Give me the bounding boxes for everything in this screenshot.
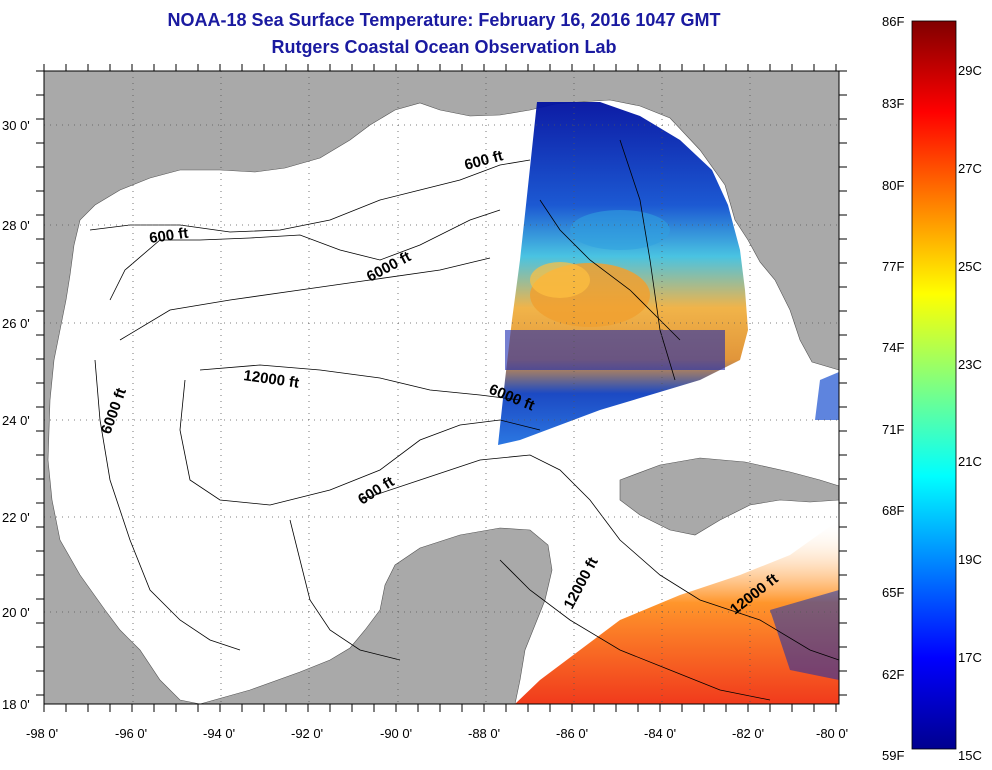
tick-marks [36,64,847,712]
y-tick-label: 22 0' [2,510,30,525]
land-masses [43,70,840,705]
map-subtitle: Rutgers Coastal Ocean Observation Lab [271,37,617,57]
colorbar-c-label: 23C [958,357,982,372]
y-axis-labels: 30 0' 28 0' 26 0' 24 0' 22 0' 20 0' 18 0… [2,118,30,712]
colorbar-f-label: 74F [882,340,904,355]
x-tick-label: -98 0' [26,726,58,741]
x-axis-labels: -98 0' -96 0' -94 0' -92 0' -90 0' -88 0… [26,726,848,741]
contour-label-2: 600 ft [148,225,189,247]
colorbar-c-label: 19C [958,552,982,567]
y-tick-label: 30 0' [2,118,30,133]
colorbar-c-label: 25C [958,259,982,274]
x-tick-label: -90 0' [380,726,412,741]
colorbar-f-label: 68F [882,503,904,518]
x-tick-label: -84 0' [644,726,676,741]
colorbar-f-label: 80F [882,178,904,193]
y-tick-label: 20 0' [2,605,30,620]
x-tick-label: -86 0' [556,726,588,741]
map-frame [43,70,840,705]
x-tick-label: -82 0' [732,726,764,741]
map-title: NOAA-18 Sea Surface Temperature: Februar… [167,10,721,30]
colorbar-c-label: 15C [958,748,982,763]
colorbar-f-label: 71F [882,422,904,437]
bathymetry-contours [89,139,840,701]
colorbar-gradient [911,20,957,750]
land-cuba [619,457,840,536]
x-tick-label: -96 0' [115,726,147,741]
colorbar-f-label: 77F [882,259,904,274]
colorbar-f-label: 65F [882,585,904,600]
colorbar-c-label: 27C [958,161,982,176]
sst-swath-gulf [498,102,748,445]
y-tick-label: 28 0' [2,218,30,233]
x-tick-label: -92 0' [291,726,323,741]
colorbar-c-label: 29C [958,63,982,78]
colorbar-f-label: 86F [882,14,904,29]
land-yucatan [199,527,553,705]
y-tick-label: 18 0' [2,697,30,712]
colorbar-f-label: 59F [882,748,904,763]
y-tick-label: 26 0' [2,316,30,331]
colorbar-f-label: 83F [882,96,904,111]
x-tick-label: -80 0' [816,726,848,741]
land-north-america [43,70,840,705]
colorbar-f-label: 62F [882,667,904,682]
x-tick-label: -88 0' [468,726,500,741]
y-tick-label: 24 0' [2,413,30,428]
graticule [44,71,839,704]
colorbar: 86F 83F 80F 77F 74F 71F 68F 65F 62F 59F … [882,14,982,763]
colorbar-c-label: 17C [958,650,982,665]
x-tick-label: -94 0' [203,726,235,741]
sst-swath-caribbean [515,372,839,704]
colorbar-c-label: 21C [958,454,982,469]
